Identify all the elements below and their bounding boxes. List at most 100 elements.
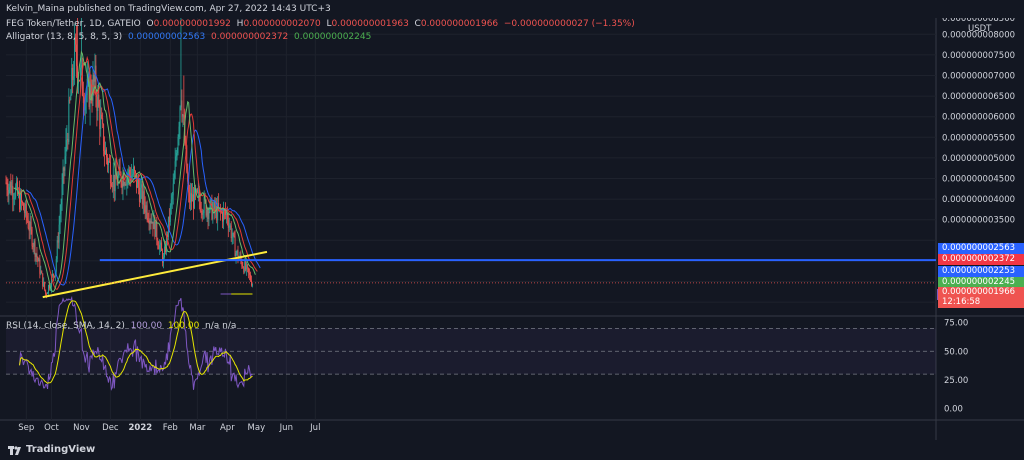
candle-body <box>86 78 88 96</box>
candle <box>202 209 204 220</box>
candle-body <box>207 209 209 219</box>
price-tick-label: 0.000000007500 <box>942 51 1015 61</box>
candle-body <box>225 213 227 215</box>
candle <box>142 183 144 215</box>
time-axis-label: Dec <box>102 423 119 433</box>
candle <box>209 198 211 214</box>
candle-body <box>82 95 84 103</box>
candle-body <box>66 139 68 141</box>
candle-body <box>25 203 27 216</box>
candle-body <box>197 192 199 193</box>
candle-body <box>106 149 107 158</box>
candle-body <box>69 99 71 101</box>
candle-body <box>159 245 161 250</box>
candle <box>111 182 113 193</box>
candle-body <box>162 250 164 263</box>
candle-body <box>70 95 72 101</box>
candle-body <box>196 189 198 193</box>
candle <box>247 263 249 273</box>
candle-body <box>39 259 41 274</box>
footer: TradingView <box>0 440 1024 460</box>
candle <box>98 87 100 108</box>
candle-body <box>201 211 203 215</box>
candle-body <box>190 193 192 203</box>
candle-body <box>13 198 15 200</box>
change-value: −0.000000000027 (−1.35%) <box>503 19 635 29</box>
candle <box>110 174 112 188</box>
candle <box>156 216 158 246</box>
candle <box>45 289 47 296</box>
candle-body <box>244 261 246 273</box>
candle-body <box>236 250 238 254</box>
candle-body <box>195 189 197 193</box>
candle-body <box>73 76 75 80</box>
candle-body <box>31 229 33 247</box>
candle <box>19 180 20 213</box>
candle-body <box>203 196 205 214</box>
candle <box>29 212 31 240</box>
candle-body <box>26 215 28 221</box>
candle-body <box>65 140 67 157</box>
candle-body <box>11 186 13 194</box>
candle-body <box>53 275 55 278</box>
candle-body <box>99 106 101 130</box>
candle <box>68 88 70 145</box>
candle-body <box>93 74 95 82</box>
candle <box>248 267 250 279</box>
candle-body <box>12 186 14 200</box>
candle-body <box>173 177 175 184</box>
price-tick-label: 0.000000004500 <box>942 175 1015 185</box>
candle <box>34 238 36 262</box>
candle-body <box>215 205 217 211</box>
candle <box>7 178 9 203</box>
candle-body <box>97 94 99 111</box>
candle-body <box>183 115 185 119</box>
low-label: L <box>326 19 332 29</box>
candle <box>55 256 57 276</box>
candle <box>42 273 44 290</box>
time-axis-label: Feb <box>163 423 178 433</box>
candle-body <box>216 205 218 221</box>
candle-body <box>108 160 110 162</box>
candle <box>177 134 179 156</box>
candle <box>175 150 177 167</box>
candle <box>48 284 49 295</box>
candle <box>103 123 105 157</box>
candle-body <box>61 184 63 205</box>
candle-body <box>29 221 31 232</box>
candle-body <box>192 194 194 202</box>
candle <box>62 159 64 195</box>
candle-body <box>179 107 181 127</box>
candle-body <box>79 80 80 81</box>
candle-body <box>141 184 143 205</box>
tradingview-logo-icon <box>8 446 21 455</box>
candle-body <box>84 101 86 111</box>
candle-body <box>85 95 87 102</box>
candle <box>67 132 69 150</box>
rsi-na: n/a n/a <box>205 321 237 331</box>
alligator-label: Alligator (13, 8, 5, 8, 5, 3) <box>6 32 123 42</box>
candle <box>228 217 230 232</box>
candle-body <box>107 157 108 166</box>
candle <box>56 235 58 263</box>
candle-body <box>38 259 40 262</box>
candle <box>8 183 10 205</box>
candle <box>6 177 8 197</box>
candle <box>200 201 202 219</box>
candle <box>231 228 233 245</box>
candle-body <box>128 169 130 176</box>
alligator-teeth-value: 0.000000002372 <box>210 32 289 42</box>
candle <box>197 182 199 202</box>
candle <box>32 242 34 253</box>
candle-body <box>149 220 151 224</box>
candle-body <box>230 225 232 239</box>
time-axis-label: Jul <box>309 423 320 433</box>
candle-body <box>191 193 193 202</box>
candle <box>52 273 54 282</box>
candle-body <box>131 175 133 181</box>
candle-body <box>126 176 128 185</box>
time-axis-label: Mar <box>189 423 206 433</box>
candle <box>224 208 225 220</box>
candle-body <box>35 253 37 257</box>
candle <box>157 237 159 250</box>
